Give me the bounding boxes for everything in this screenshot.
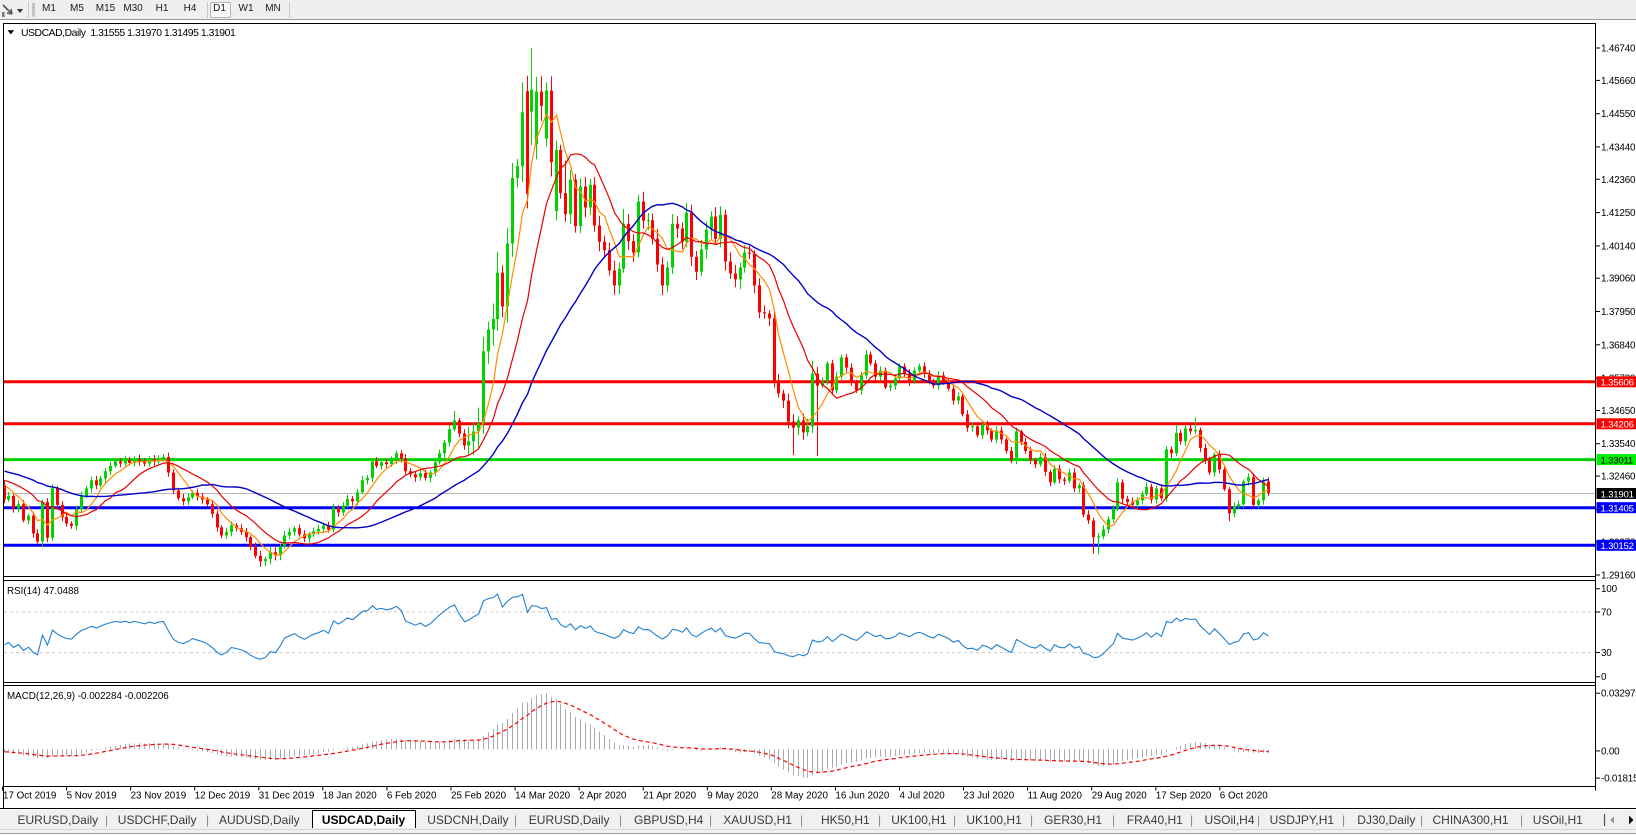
svg-text:RSI(14) 47.0488: RSI(14) 47.0488: [7, 586, 79, 597]
svg-text:5 Nov 2019: 5 Nov 2019: [67, 791, 117, 802]
svg-text:0.032972: 0.032972: [1601, 689, 1636, 700]
svg-text:31 Dec 2019: 31 Dec 2019: [259, 791, 315, 802]
svg-text:MACD(12,26,9) -0.002284 -0.002: MACD(12,26,9) -0.002284 -0.002206: [7, 691, 169, 702]
svg-text:1.29160: 1.29160: [1601, 571, 1636, 582]
svg-text:1.31405: 1.31405: [1601, 504, 1634, 515]
svg-text:100: 100: [1601, 584, 1618, 595]
svg-text:0.00: 0.00: [1601, 746, 1620, 757]
svg-text:1.37950: 1.37950: [1601, 307, 1636, 318]
svg-text:1.44550: 1.44550: [1601, 109, 1636, 120]
svg-text:1.32460: 1.32460: [1601, 472, 1636, 483]
svg-text:17 Sep 2020: 17 Sep 2020: [1156, 791, 1212, 802]
svg-text:-0.01815: -0.01815: [1601, 774, 1636, 785]
svg-text:16 Jun 2020: 16 Jun 2020: [835, 791, 889, 802]
svg-text:21 Apr 2020: 21 Apr 2020: [643, 791, 696, 802]
svg-text:USDCAD,Daily 1.31555 1.31970: USDCAD,Daily 1.31555 1.31970 1.31495 1.3…: [21, 28, 236, 39]
svg-text:1.41250: 1.41250: [1601, 208, 1636, 219]
svg-text:1.33011: 1.33011: [1601, 455, 1634, 466]
svg-text:70: 70: [1601, 608, 1612, 619]
svg-text:25 Feb 2020: 25 Feb 2020: [451, 791, 507, 802]
svg-text:1.45660: 1.45660: [1601, 76, 1636, 87]
svg-text:1.36840: 1.36840: [1601, 340, 1636, 351]
svg-text:6 Feb 2020: 6 Feb 2020: [387, 791, 437, 802]
svg-text:23 Nov 2019: 23 Nov 2019: [131, 791, 187, 802]
svg-text:4 Jul 2020: 4 Jul 2020: [900, 791, 946, 802]
svg-text:1.31901: 1.31901: [1601, 489, 1634, 500]
svg-text:1.46740: 1.46740: [1601, 44, 1636, 55]
svg-text:1.34650: 1.34650: [1601, 406, 1636, 417]
svg-text:29 Aug 2020: 29 Aug 2020: [1092, 791, 1148, 802]
svg-text:17 Oct 2019: 17 Oct 2019: [3, 791, 56, 802]
svg-text:30: 30: [1601, 648, 1612, 659]
svg-text:1.42360: 1.42360: [1601, 175, 1636, 186]
svg-text:1.35606: 1.35606: [1601, 378, 1634, 389]
svg-text:1.30152: 1.30152: [1601, 541, 1634, 552]
svg-text:1.34206: 1.34206: [1601, 420, 1634, 431]
svg-text:1.39060: 1.39060: [1601, 274, 1636, 285]
svg-text:1.43440: 1.43440: [1601, 142, 1636, 153]
svg-text:6 Oct 2020: 6 Oct 2020: [1220, 791, 1268, 802]
svg-text:11 Aug 2020: 11 Aug 2020: [1028, 791, 1083, 802]
svg-text:14 Mar 2020: 14 Mar 2020: [515, 791, 571, 802]
svg-text:1.33540: 1.33540: [1601, 439, 1636, 450]
svg-text:2 Apr 2020: 2 Apr 2020: [579, 791, 627, 802]
svg-text:12 Dec 2019: 12 Dec 2019: [195, 791, 251, 802]
svg-text:28 May 2020: 28 May 2020: [771, 791, 828, 802]
svg-text:23 Jul 2020: 23 Jul 2020: [964, 791, 1015, 802]
svg-text:9 May 2020: 9 May 2020: [707, 791, 759, 802]
svg-text:1.40140: 1.40140: [1601, 241, 1636, 252]
svg-text:18 Jan 2020: 18 Jan 2020: [323, 791, 377, 802]
svg-text:0: 0: [1601, 672, 1607, 683]
